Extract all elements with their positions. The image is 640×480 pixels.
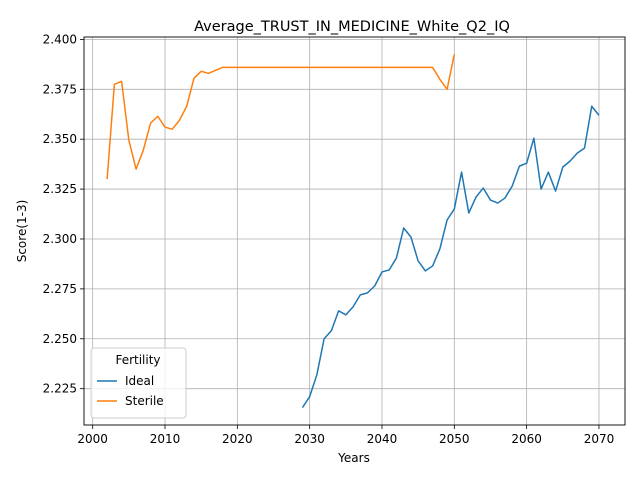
x-tick-label: 2060 — [511, 432, 542, 446]
chart-title: Average_TRUST_IN_MEDICINE_White_Q2_IQ — [194, 19, 510, 35]
y-axis-label: Score(1-3) — [15, 200, 29, 263]
legend-label-ideal: Ideal — [125, 374, 154, 388]
y-tick-label: 2.375 — [43, 82, 77, 96]
series-line-ideal — [301, 105, 600, 409]
series-lines — [106, 54, 600, 409]
series-line-sterile — [106, 54, 456, 180]
y-tick-label: 2.350 — [43, 132, 77, 146]
x-tick-label: 2010 — [150, 432, 181, 446]
x-axis-label: Years — [337, 451, 370, 465]
y-tick-label: 2.325 — [43, 182, 77, 196]
x-tick-label: 2070 — [584, 432, 615, 446]
legend-label-sterile: Sterile — [125, 394, 164, 408]
x-tick-label: 2020 — [222, 432, 253, 446]
x-tick-label: 2030 — [294, 432, 325, 446]
legend-title: Fertility — [115, 353, 160, 367]
x-axis-ticks: 2000 2010 2020 2030 2040 2050 2060 2070 — [77, 425, 614, 446]
grid-lines — [84, 37, 625, 425]
x-tick-label: 2040 — [367, 432, 398, 446]
x-tick-label: 2000 — [77, 432, 108, 446]
plot-frame — [83, 36, 626, 426]
y-tick-label: 2.225 — [43, 382, 77, 396]
y-tick-label: 2.275 — [43, 282, 77, 296]
y-tick-label: 2.250 — [43, 332, 77, 346]
y-tick-label: 2.300 — [43, 232, 77, 246]
legend: Fertility Ideal Sterile — [90, 347, 187, 419]
y-axis-ticks: 2.225 2.250 2.275 2.300 2.325 2.350 2.375 2.400 — [43, 32, 84, 396]
x-tick-label: 2050 — [439, 432, 470, 446]
y-tick-label: 2.400 — [43, 32, 77, 46]
